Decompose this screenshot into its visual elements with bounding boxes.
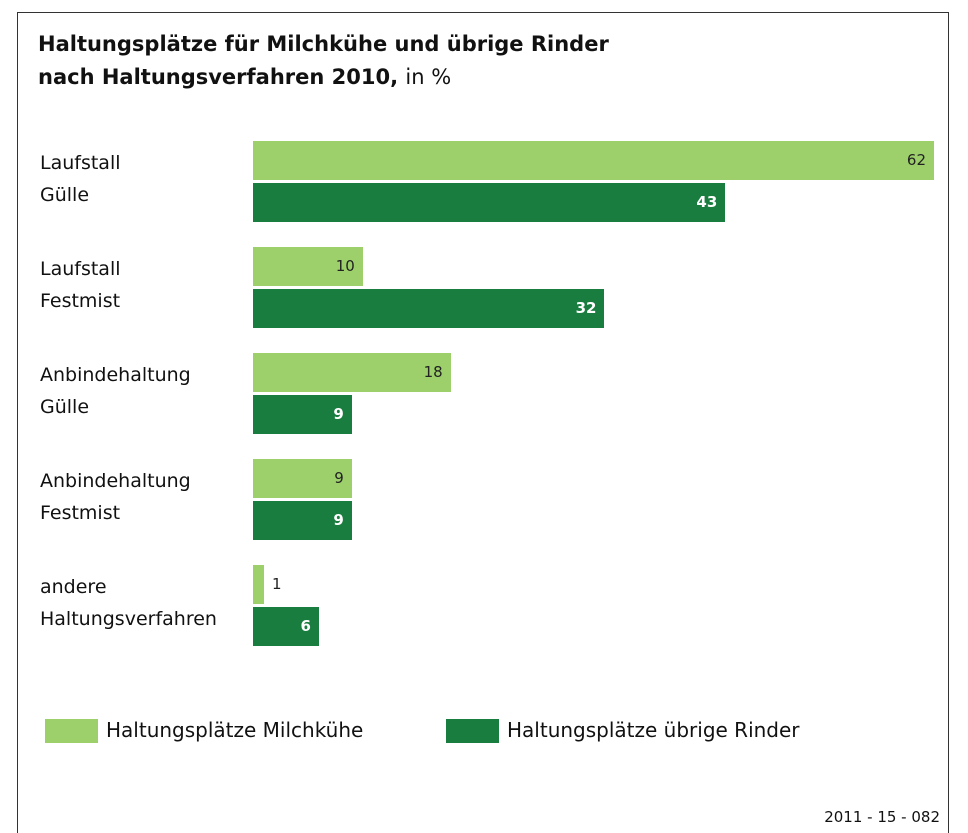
category-label: Laufstall Festmist — [40, 258, 121, 312]
bar — [253, 353, 451, 392]
legend-swatch — [446, 719, 499, 743]
chart-title: nach Haltungsverfahren 2010, in % — [38, 65, 451, 89]
source: 2011 - 15 - 082 — [824, 808, 940, 826]
bar — [253, 141, 934, 180]
bar — [253, 459, 352, 498]
legend-swatch — [45, 719, 98, 743]
value-label: 9 — [334, 469, 344, 487]
bar — [253, 565, 264, 604]
bar — [253, 501, 352, 540]
legend-label: Haltungsplätze übrige Rinder — [507, 718, 800, 742]
bar — [253, 395, 352, 434]
category-label: Laufstall Gülle — [40, 152, 121, 206]
bar — [253, 247, 363, 286]
value-label: 43 — [696, 193, 718, 211]
value-label: 62 — [906, 151, 926, 169]
value-label: 10 — [335, 257, 355, 275]
chart-title: Haltungsplätze für Milchkühe und übrige … — [38, 32, 609, 56]
bar — [253, 607, 319, 646]
category-label: Anbindehaltung Festmist — [40, 470, 191, 524]
unit: in % — [405, 65, 452, 89]
value-label: 1 — [271, 575, 282, 593]
value-label: 9 — [333, 511, 344, 529]
chart-title: nach Haltungsverfahren 2010, — [38, 65, 399, 89]
category-label: Anbindehaltung Gülle — [40, 364, 191, 418]
frame — [17, 12, 949, 833]
category-label: andere Haltungsverfahren — [40, 576, 217, 630]
bar — [253, 289, 605, 328]
value-label: 6 — [300, 617, 311, 635]
bar — [253, 183, 726, 222]
value-label: 18 — [423, 363, 443, 381]
value-label: 9 — [333, 405, 344, 423]
legend-label: Haltungsplätze Milchkühe — [106, 718, 364, 742]
value-label: 32 — [575, 299, 597, 317]
